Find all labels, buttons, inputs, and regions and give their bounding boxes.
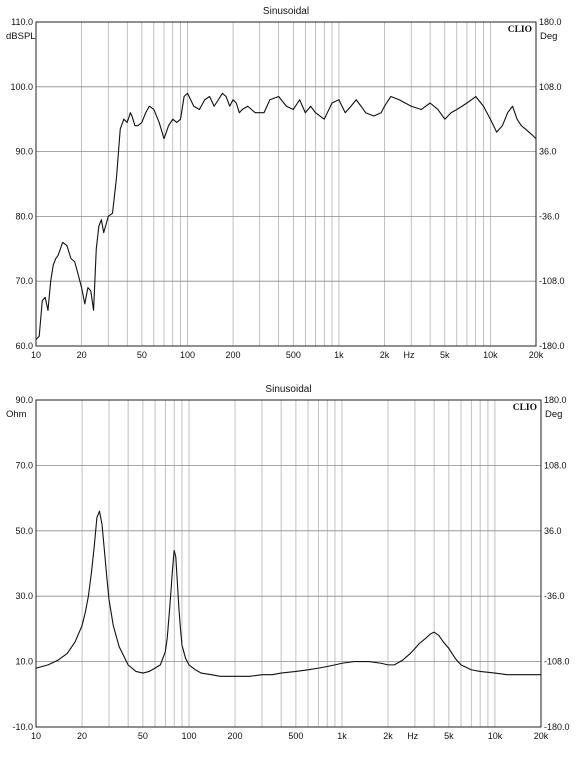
y-tick-label: 70.0: [15, 460, 33, 470]
y-tick-label: -10.0: [12, 722, 33, 732]
y2-tick-label: 180.0: [544, 395, 567, 405]
x-tick-label: 2k: [380, 350, 390, 360]
y-tick-label: 110.0: [11, 17, 33, 27]
y-tick-label: 80.0: [15, 211, 33, 221]
clio-logo-text: CLIO: [513, 403, 537, 413]
y2-tick-label: 36.0: [544, 526, 562, 536]
x-tick-label: 20: [77, 350, 87, 360]
x-tick-label: 10k: [488, 731, 503, 741]
y2-tick-label: -36.0: [539, 211, 560, 221]
x-tick-label: 5k: [444, 731, 454, 741]
series-line: [35, 92, 537, 340]
y2-tick-label: -36.0: [544, 591, 565, 601]
x-axis-unit: Hz: [407, 731, 418, 741]
x-tick-label: 10: [31, 731, 41, 741]
y2-tick-label: -108.0: [539, 276, 565, 286]
series-line: [35, 510, 541, 677]
x-tick-label: 2k: [383, 731, 393, 741]
x-tick-label: 50: [137, 350, 147, 360]
y-tick-label: 100.0: [10, 82, 33, 92]
chart-title: Sinusoidal: [263, 6, 309, 17]
grid: [36, 22, 536, 346]
y-tick-label: 30.0: [15, 591, 33, 601]
y2-tick-label: 180.0: [539, 17, 562, 27]
chart-title: Sinusoidal: [265, 384, 311, 395]
x-tick-label: 100: [180, 350, 195, 360]
y2-axis-label: Deg: [540, 31, 557, 42]
y-axis-label: dBSPL: [6, 31, 36, 42]
x-axis-unit: Hz: [403, 350, 414, 360]
grid: [36, 400, 541, 727]
x-tick-label: 10k: [483, 350, 498, 360]
clio-logo-text: CLIO: [508, 25, 532, 35]
impedance-chart: Sinusoidal CLIO Ohm Deg -10.0 10.0 30.0 50.0 70.…: [6, 384, 570, 741]
spl-chart: Sinusoidal CLIO dBSPL Deg 60.0 70.0 80.0 90.0 10…: [6, 6, 565, 360]
y2-tick-label: -108.0: [544, 657, 570, 667]
x-tick-label: 20: [77, 731, 87, 741]
y2-axis-label: Deg: [545, 409, 562, 420]
y2-tick-label: 108.0: [539, 82, 562, 92]
y-tick-label: 10.0: [15, 657, 33, 667]
x-tick-label: 500: [288, 731, 303, 741]
plot-frame: [35, 399, 542, 728]
y-tick-label: 60.0: [15, 341, 33, 351]
y2-tick-label: -180.0: [539, 341, 565, 351]
x-tick-label: 5k: [440, 350, 450, 360]
x-tick-label: 50: [138, 731, 148, 741]
x-tick-label: 500: [286, 350, 301, 360]
x-tick-label: 200: [228, 731, 243, 741]
x-tick-label: 200: [226, 350, 241, 360]
y2-tick-label: 36.0: [539, 147, 557, 157]
y-tick-label: 90.0: [15, 147, 33, 157]
y-axis-label: Ohm: [6, 409, 27, 420]
x-tick-label: 100: [181, 731, 196, 741]
x-tick-label: 1k: [337, 731, 347, 741]
x-tick-label: 20k: [534, 731, 549, 741]
plot-frame: [35, 21, 537, 347]
x-tick-label: 10: [31, 350, 41, 360]
y-tick-label: 70.0: [15, 276, 33, 286]
y2-tick-label: 108.0: [544, 460, 567, 470]
y-tick-label: 50.0: [15, 526, 33, 536]
y-tick-label: 90.0: [15, 395, 33, 405]
x-tick-label: 20k: [529, 350, 544, 360]
x-tick-label: 1k: [334, 350, 344, 360]
y2-tick-label: -180.0: [544, 722, 570, 732]
